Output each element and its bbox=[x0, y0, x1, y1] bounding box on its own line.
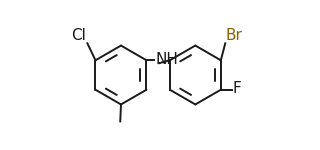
Text: Cl: Cl bbox=[71, 28, 86, 43]
Text: Br: Br bbox=[226, 28, 243, 43]
Text: NH: NH bbox=[155, 52, 178, 67]
Text: F: F bbox=[233, 81, 241, 96]
